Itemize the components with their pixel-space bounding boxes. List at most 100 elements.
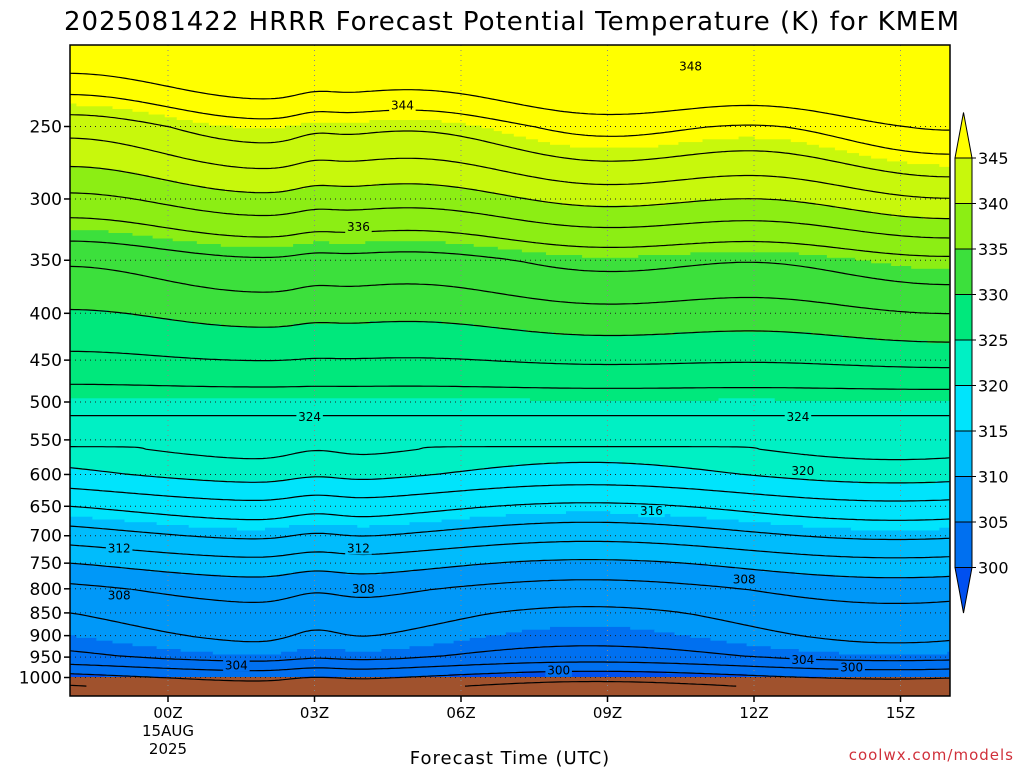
band-cell	[465, 122, 950, 127]
band-cell	[70, 288, 950, 292]
band-cell	[694, 199, 796, 204]
contour-label: 308	[350, 582, 377, 596]
band-cell	[220, 244, 294, 248]
band-cell	[70, 56, 950, 61]
band-cell	[70, 582, 950, 587]
band-cell	[774, 398, 950, 402]
band-cell	[70, 384, 950, 388]
band-cell	[301, 122, 467, 127]
band-cell	[369, 321, 443, 325]
contour-label: 348	[677, 60, 704, 74]
band-cell	[70, 442, 950, 446]
x-tick-label: 06Z	[446, 704, 475, 722]
ground-layer	[70, 677, 950, 696]
band-cell	[285, 125, 483, 129]
band-cell	[70, 321, 194, 325]
x-axis-label: Forecast Time (UTC)	[410, 748, 610, 768]
colorbar-label: 300	[978, 559, 1009, 578]
contour-label: 308	[105, 589, 133, 603]
band-cell	[377, 183, 435, 187]
band-cell	[70, 626, 551, 631]
band-cell	[70, 238, 174, 242]
band-cell	[826, 255, 950, 259]
band-cell	[935, 480, 950, 485]
band-cell	[70, 456, 950, 460]
contour-label: 344	[389, 98, 416, 112]
chart-title: 2025081422 HRRR Forecast Potential Tempe…	[64, 7, 960, 37]
band-cell	[70, 139, 539, 143]
band-cell	[537, 139, 704, 143]
band-cell	[70, 257, 856, 262]
band-cell	[493, 128, 950, 132]
band-cell	[413, 569, 764, 573]
band-cell	[70, 246, 499, 251]
band-cell	[70, 392, 950, 397]
band-cell	[834, 574, 950, 578]
band-cell	[70, 150, 848, 154]
band-cell	[907, 161, 950, 165]
band-cell	[70, 401, 950, 405]
band-cell	[770, 522, 950, 526]
y-tick-label: 900	[30, 627, 62, 647]
band-cell	[718, 398, 776, 402]
band-cell	[638, 255, 828, 259]
band-cell	[790, 139, 950, 143]
band-cell	[70, 458, 950, 463]
band-cell	[70, 423, 950, 427]
band-cell	[76, 635, 487, 639]
band-cell	[473, 244, 950, 248]
band-cell	[798, 252, 950, 256]
y-tick-label: 250	[30, 118, 62, 138]
band-cell	[156, 522, 411, 526]
colorbar-label: 330	[978, 286, 1009, 305]
band-cell	[70, 599, 950, 603]
band-cell	[70, 296, 950, 300]
x-tick-label: 15Z	[886, 704, 915, 722]
band-cell	[911, 266, 950, 270]
band-cell	[70, 202, 563, 207]
band-cell	[433, 643, 748, 647]
band-cell	[70, 161, 908, 165]
svg-text:308: 308	[108, 589, 131, 603]
band-cell	[293, 571, 346, 576]
band-cell	[188, 525, 290, 529]
band-cell	[70, 153, 860, 157]
contour-line-312	[70, 540, 950, 559]
colorbar-swatch	[954, 385, 973, 432]
band-cell	[70, 122, 210, 127]
band-cell	[188, 183, 378, 187]
band-cell	[670, 560, 950, 565]
contour-line-340	[70, 165, 950, 220]
band-cell	[70, 563, 93, 567]
band-cell	[658, 144, 820, 149]
contour-line-318	[70, 484, 950, 502]
band-cell	[70, 395, 950, 399]
band-cell	[70, 618, 950, 623]
band-cell	[70, 547, 950, 551]
y-tick-label: 750	[30, 554, 62, 574]
band-cell	[70, 480, 860, 485]
band-cell	[192, 478, 290, 482]
contour-label: 312	[105, 542, 133, 556]
band-cell	[289, 478, 808, 482]
band-cell	[112, 640, 455, 645]
band-cell	[70, 285, 950, 289]
colorbar: 300 305 310 315 320 325 330 335 340 345	[954, 112, 1009, 614]
band-cell	[485, 635, 692, 639]
band-cell	[70, 183, 190, 187]
credit-link[interactable]: coolwx.com/models	[849, 746, 1014, 764]
colorbar-swatch	[954, 567, 973, 614]
band-cell	[68, 40, 952, 43]
contour-line-328	[70, 350, 950, 369]
y-tick-label: 850	[30, 604, 62, 624]
band-cell	[70, 486, 950, 490]
band-cell	[70, 255, 583, 259]
band-cell	[70, 326, 499, 330]
y-tick-label: 650	[30, 497, 62, 517]
band-cell	[70, 602, 950, 606]
colorbar-swatch	[954, 157, 973, 204]
band-cell	[70, 216, 924, 220]
svg-text:312: 312	[108, 542, 131, 556]
band-cell	[70, 436, 950, 441]
